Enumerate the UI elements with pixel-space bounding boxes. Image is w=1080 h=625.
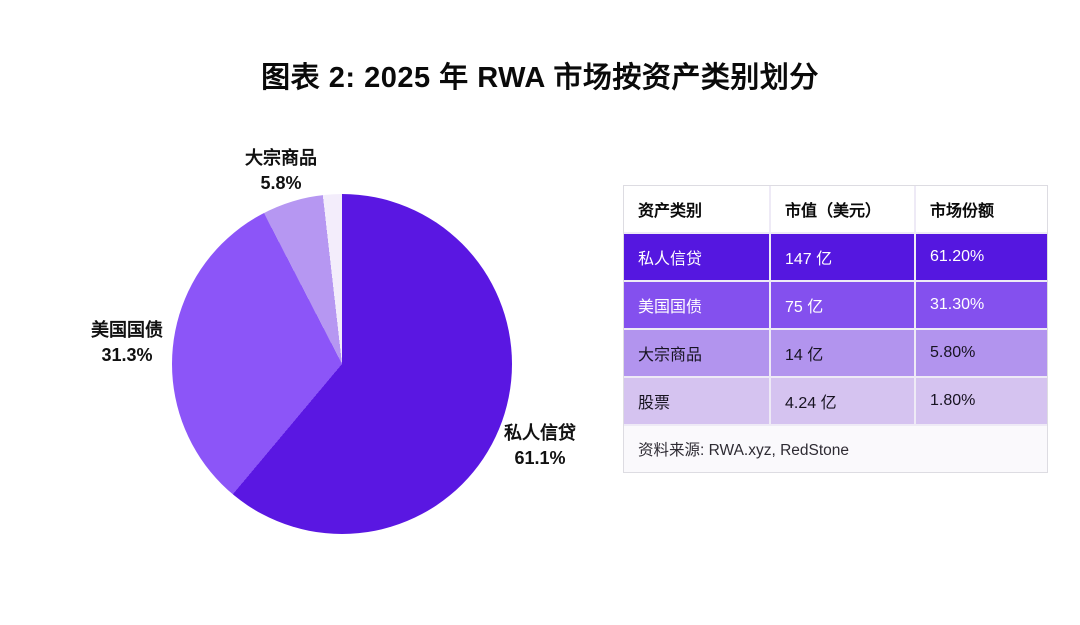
source-note: 资料来源: RWA.xyz, RedStone [638,442,850,459]
cell-share: 1.80% [914,378,1047,424]
cell-asset: 私人信贷 [638,251,703,268]
pie-label-commodities: 大宗商品 5.8% [196,146,366,196]
cell-asset: 美国国债 [638,299,703,316]
cell-value: 75 亿 [769,282,914,328]
pie-label-private-credit-pct: 61.1% [514,448,566,468]
table-row-equities: 股票 4.24 亿 1.80% [624,376,1047,424]
pie-label-commodities-name: 大宗商品 [245,148,317,168]
table-header-market-value: 市值（美元） [769,186,914,232]
cell-asset: 大宗商品 [638,347,703,364]
pie-label-commodities-pct: 5.8% [260,173,302,193]
cell-value: 4.24 亿 [769,378,914,424]
table-header-market-share: 市场份额 [914,186,1047,232]
cell-share: 5.80% [914,330,1047,376]
cell-value: 147 亿 [769,234,914,280]
cell-share: 61.20% [914,234,1047,280]
pie-label-treasuries-pct: 31.3% [101,345,153,365]
table-row-commodities: 大宗商品 14 亿 5.80% [624,328,1047,376]
table-row-us-treasuries: 美国国债 75 亿 31.30% [624,280,1047,328]
table-header-row: 资产类别 市值（美元） 市场份额 [624,186,1047,232]
table-row-private-credit: 私人信贷 147 亿 61.20% [624,232,1047,280]
pie-label-private-credit-name: 私人信贷 [504,423,576,443]
pie-chart [172,194,512,534]
pie-label-private-credit: 私人信贷 61.1% [455,421,625,471]
pie-label-treasuries-name: 美国国债 [91,320,163,340]
chart-title: 图表 2: 2025 年 RWA 市场按资产类别划分 [261,62,819,94]
cell-share: 31.30% [914,282,1047,328]
pie-label-treasuries: 美国国债 31.3% [42,318,212,368]
table-header-asset-class: 资产类别 [624,186,769,232]
table-source-row: 资料来源: RWA.xyz, RedStone [624,424,1047,472]
cell-value: 14 亿 [769,330,914,376]
cell-asset: 股票 [638,395,671,412]
asset-table: 资产类别 市值（美元） 市场份额 私人信贷 147 亿 61.20% 美国国债 … [623,185,1048,473]
